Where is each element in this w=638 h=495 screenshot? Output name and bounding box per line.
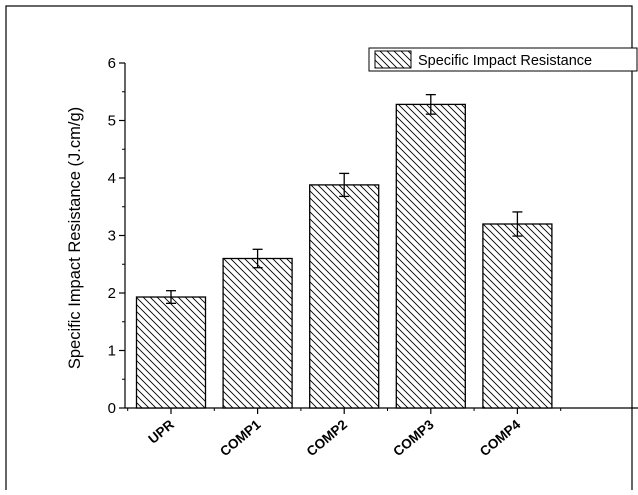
x-tick-label: UPR — [145, 417, 177, 447]
error-bars — [166, 93, 523, 305]
legend-label: Specific Impact Resistance — [418, 53, 592, 69]
x-tick-label: COMP4 — [477, 416, 524, 459]
bar — [222, 257, 293, 409]
y-tick-label: 4 — [108, 170, 116, 187]
bar — [395, 103, 466, 409]
legend-swatch — [374, 50, 412, 69]
y-tick-label: 6 — [108, 55, 116, 72]
y-axis-title: Specific Impact Resistance (J.cm/g) — [66, 107, 84, 369]
y-tick-label: 5 — [108, 113, 116, 130]
y-tick-label: 3 — [108, 228, 116, 245]
bar — [482, 223, 553, 409]
x-tick-label: COMP1 — [217, 416, 264, 459]
y-tick-label: 2 — [108, 285, 116, 302]
x-tick-label: COMP3 — [390, 416, 437, 459]
x-ticks: UPR COMP1 COMP2 COMP3 COMP4 — [127, 408, 562, 459]
y-tick-label: 1 — [108, 343, 116, 360]
legend: Specific Impact Resistance — [368, 47, 638, 72]
y-tick-label: 0 — [108, 400, 116, 417]
x-tick-label: COMP2 — [304, 417, 350, 459]
bars — [135, 103, 553, 409]
y-ticks: 0 1 2 3 4 5 6 — [108, 55, 125, 417]
bar — [309, 184, 380, 409]
bar — [135, 296, 207, 409]
legend-box — [368, 47, 638, 72]
